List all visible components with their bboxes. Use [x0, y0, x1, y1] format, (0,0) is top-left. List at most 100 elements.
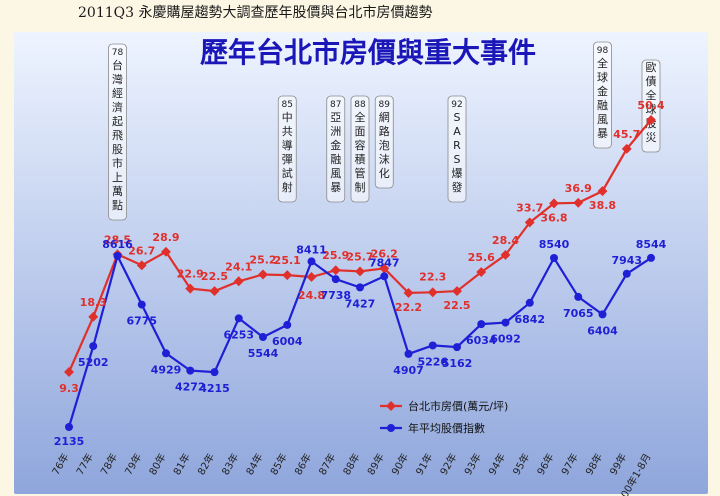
stock-data-label: 4907	[393, 364, 424, 377]
house-data-label: 22.3	[419, 270, 446, 283]
document-header: 2011Q3 永慶購屋趨勢大調查歷年股價與台北市房價趨勢	[0, 0, 720, 26]
house-price-point	[549, 198, 559, 209]
house-data-label: 22.2	[395, 301, 422, 314]
house-price-point	[185, 283, 196, 294]
house-price-point	[500, 249, 511, 260]
stock-index-point	[89, 342, 98, 351]
event-label: 89 網路泡沫化	[379, 100, 391, 180]
chart-title: 歷年台北市房價與重大事件	[200, 36, 536, 69]
event-label: 87 亞洲金融風暴	[330, 100, 341, 194]
house-data-label: 22.5	[443, 299, 470, 312]
legend-label: 台北市房價(萬元/坪)	[408, 399, 508, 413]
stock-data-label: 7738	[320, 289, 351, 302]
house-price-point	[379, 263, 390, 274]
stock-index-point	[356, 283, 364, 292]
house-data-label: 24.8	[298, 289, 325, 302]
data-labels: 9.318.328.526.728.922.922.524.125.225.12…	[54, 99, 667, 448]
house-price-point	[233, 276, 244, 287]
event-box: 78 台灣經濟起飛股市上萬點	[108, 43, 127, 221]
stock-data-label: 7847	[369, 256, 400, 269]
stock-index-point	[453, 343, 461, 352]
event-box: 87 亞洲金融風暴	[326, 95, 346, 203]
house-data-label: 22.9	[177, 268, 204, 281]
stock-index-point	[574, 292, 583, 301]
stock-data-label: 6034	[466, 334, 497, 347]
event-box-frame	[326, 95, 346, 203]
house-data-label: 38.8	[589, 199, 616, 212]
house-data-label: 18.3	[80, 296, 107, 309]
event-label: 88 全面容積管制	[354, 100, 366, 194]
stock-data-label: 4215	[199, 382, 230, 395]
stock-index-point	[283, 320, 292, 329]
house-data-label: 45.7	[613, 128, 640, 141]
event-label: 78 台灣經濟起飛股市上萬點	[112, 48, 124, 212]
event-box-frame	[108, 43, 127, 221]
house-data-label: 26.7	[128, 244, 155, 257]
house-price-stock-chart: 歷年台北市房價與重大事件 78 台灣經濟起飛股市上萬點 85 中共導彈試射 87 亞洲金融…	[14, 32, 708, 496]
stock-data-label: 6253	[223, 328, 254, 341]
house-data-label: 22.5	[201, 270, 228, 283]
legend-swatch-marker	[387, 424, 395, 432]
event-box-frame	[350, 95, 370, 203]
legend-label: 年平均股價指數	[408, 421, 485, 435]
event-box: 92 S A R S 爆發	[447, 95, 467, 203]
house-price-point	[209, 286, 220, 297]
event-label: 92 S A R S 爆發	[451, 100, 462, 194]
stock-index-point	[550, 254, 558, 263]
stock-index-point	[259, 333, 267, 342]
house-data-label: 25.6	[468, 251, 495, 264]
legend-swatch-marker	[386, 401, 396, 411]
event-label: 98 全球金融風暴	[597, 46, 609, 140]
house-price-point	[476, 267, 487, 278]
stock-index-point	[380, 272, 389, 281]
house-data-label: 28.5	[104, 233, 131, 246]
event-box: 89 網路泡沫化	[374, 95, 394, 189]
stock-data-label: 8616	[102, 238, 133, 251]
stock-index-point	[622, 269, 631, 278]
house-data-label: 25.1	[274, 254, 301, 267]
legend: 台北市房價(萬元/坪) 年平均股價指數	[380, 399, 508, 435]
stock-data-label: 7065	[563, 307, 594, 320]
stock-index-point	[501, 318, 510, 327]
stock-data-label: 5202	[78, 356, 109, 369]
stock-data-label: 8544	[636, 238, 667, 251]
house-price-point	[330, 265, 341, 276]
event-box-frame	[277, 95, 297, 203]
event-box: 85 中共導彈試射	[277, 95, 297, 203]
chart-panel	[14, 32, 708, 494]
house-price-point	[524, 217, 535, 228]
stock-data-label: 8411	[296, 243, 327, 256]
stock-data-label: 5544	[248, 347, 279, 360]
house-data-label: 33.7	[516, 201, 543, 214]
stock-index-point	[404, 349, 413, 358]
event-box-frame	[447, 95, 467, 203]
event-box-frame	[374, 95, 394, 189]
stock-data-label: 6842	[514, 313, 545, 326]
house-price-point	[621, 143, 632, 154]
stock-index-point	[234, 314, 243, 323]
house-price-point	[597, 186, 608, 197]
stock-data-label: 2135	[54, 435, 85, 448]
stock-data-label: 4929	[151, 363, 182, 376]
stock-data-label: 4272	[175, 381, 206, 394]
stock-index-point	[428, 341, 437, 350]
stock-index-point	[331, 275, 340, 284]
house-data-label: 50.4	[637, 99, 664, 112]
house-data-label: 36.9	[565, 182, 592, 195]
document-header-text: 2011Q3 永慶購屋趨勢大調查歷年股價與台北市房價趨勢	[78, 5, 433, 21]
house-data-label: 26.2	[371, 247, 398, 260]
stock-index-point	[307, 257, 316, 266]
stock-data-label: 6404	[587, 324, 618, 337]
stock-data-label: 6775	[126, 315, 157, 328]
house-price-point	[161, 246, 171, 257]
stock-index-point	[113, 252, 122, 260]
stock-data-label: 5226	[417, 355, 448, 368]
house-price-point	[427, 287, 438, 298]
house-price-point	[573, 197, 584, 208]
house-data-label: 9.3	[59, 382, 79, 395]
stock-data-label: 7427	[345, 297, 376, 310]
stock-index-point	[137, 300, 146, 309]
stock-data-label: 6004	[272, 335, 303, 348]
stock-index-point	[525, 298, 534, 307]
event-annotations: 78 台灣經濟起飛股市上萬點 85 中共導彈試射 87 亞洲金融風暴 88 全面容積管制 89 網…	[108, 41, 661, 221]
